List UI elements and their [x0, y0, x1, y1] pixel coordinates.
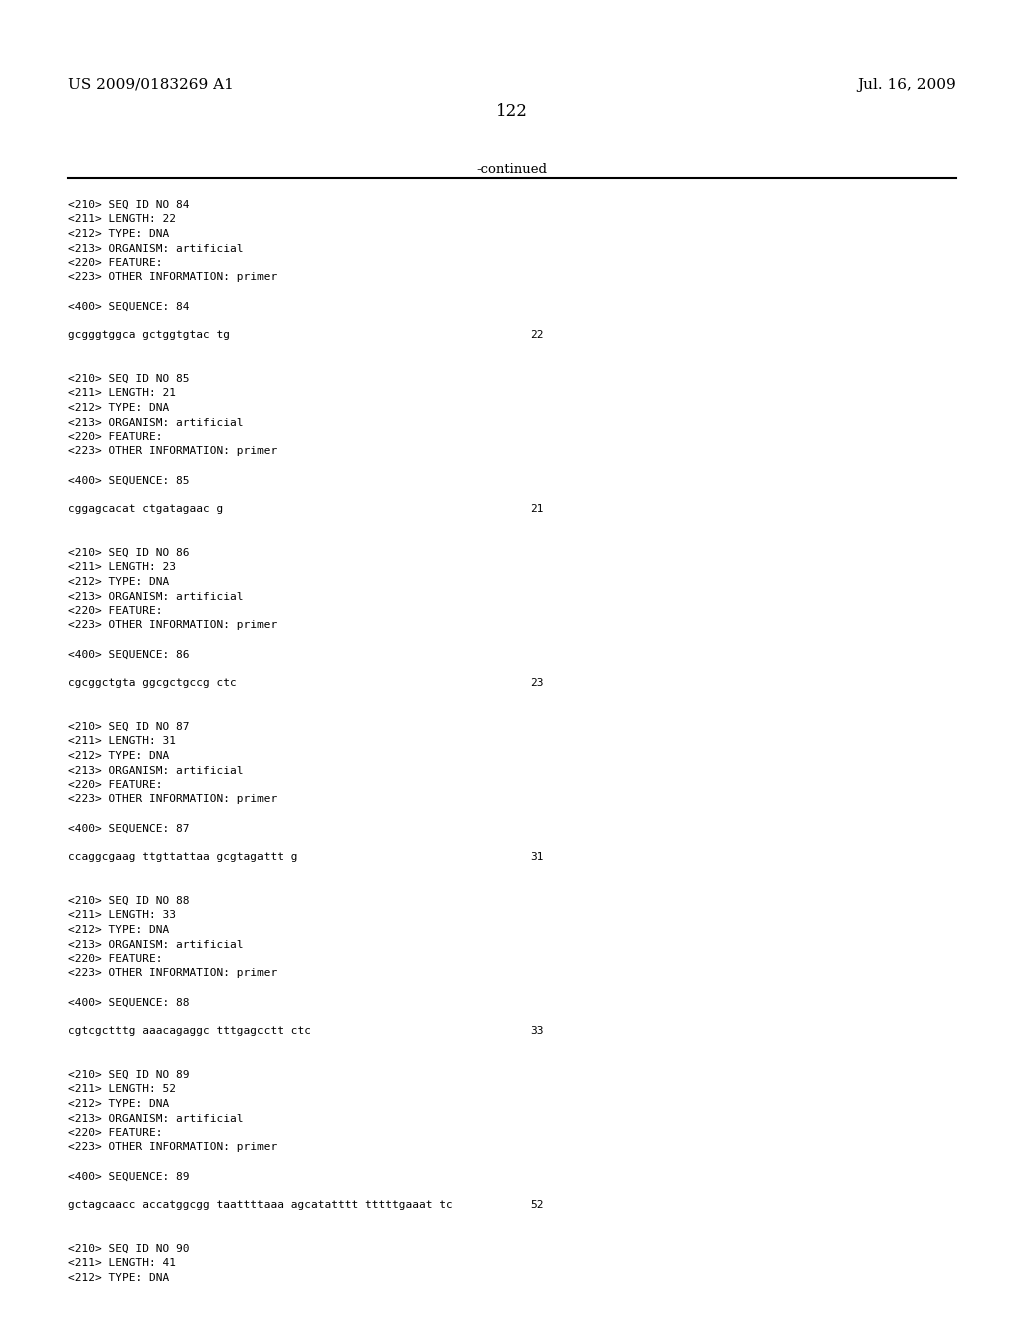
- Text: <400> SEQUENCE: 84: <400> SEQUENCE: 84: [68, 301, 189, 312]
- Text: ccaggcgaag ttgttattaa gcgtagattt g: ccaggcgaag ttgttattaa gcgtagattt g: [68, 853, 298, 862]
- Text: <400> SEQUENCE: 86: <400> SEQUENCE: 86: [68, 649, 189, 660]
- Text: <210> SEQ ID NO 90: <210> SEQ ID NO 90: [68, 1243, 189, 1254]
- Text: <223> OTHER INFORMATION: primer: <223> OTHER INFORMATION: primer: [68, 620, 278, 631]
- Text: <213> ORGANISM: artificial: <213> ORGANISM: artificial: [68, 417, 244, 428]
- Text: <212> TYPE: DNA: <212> TYPE: DNA: [68, 1100, 169, 1109]
- Text: gcgggtggca gctggtgtac tg: gcgggtggca gctggtgtac tg: [68, 330, 230, 341]
- Text: <211> LENGTH: 23: <211> LENGTH: 23: [68, 562, 176, 573]
- Text: cgcggctgta ggcgctgccg ctc: cgcggctgta ggcgctgccg ctc: [68, 678, 237, 689]
- Text: <213> ORGANISM: artificial: <213> ORGANISM: artificial: [68, 940, 244, 949]
- Text: <213> ORGANISM: artificial: <213> ORGANISM: artificial: [68, 766, 244, 776]
- Text: <210> SEQ ID NO 88: <210> SEQ ID NO 88: [68, 896, 189, 906]
- Text: <210> SEQ ID NO 86: <210> SEQ ID NO 86: [68, 548, 189, 558]
- Text: <211> LENGTH: 22: <211> LENGTH: 22: [68, 214, 176, 224]
- Text: 122: 122: [496, 103, 528, 120]
- Text: US 2009/0183269 A1: US 2009/0183269 A1: [68, 78, 233, 92]
- Text: <220> FEATURE:: <220> FEATURE:: [68, 257, 163, 268]
- Text: <211> LENGTH: 52: <211> LENGTH: 52: [68, 1085, 176, 1094]
- Text: <211> LENGTH: 41: <211> LENGTH: 41: [68, 1258, 176, 1269]
- Text: <223> OTHER INFORMATION: primer: <223> OTHER INFORMATION: primer: [68, 1143, 278, 1152]
- Text: <220> FEATURE:: <220> FEATURE:: [68, 606, 163, 616]
- Text: <213> ORGANISM: artificial: <213> ORGANISM: artificial: [68, 591, 244, 602]
- Text: <211> LENGTH: 33: <211> LENGTH: 33: [68, 911, 176, 920]
- Text: gctagcaacc accatggcgg taattttaaa agcatatttt tttttgaaat tc: gctagcaacc accatggcgg taattttaaa agcatat…: [68, 1200, 453, 1210]
- Text: <210> SEQ ID NO 84: <210> SEQ ID NO 84: [68, 201, 189, 210]
- Text: <212> TYPE: DNA: <212> TYPE: DNA: [68, 228, 169, 239]
- Text: <223> OTHER INFORMATION: primer: <223> OTHER INFORMATION: primer: [68, 795, 278, 804]
- Text: <212> TYPE: DNA: <212> TYPE: DNA: [68, 403, 169, 413]
- Text: <220> FEATURE:: <220> FEATURE:: [68, 780, 163, 789]
- Text: <211> LENGTH: 31: <211> LENGTH: 31: [68, 737, 176, 747]
- Text: <220> FEATURE:: <220> FEATURE:: [68, 1129, 163, 1138]
- Text: <210> SEQ ID NO 85: <210> SEQ ID NO 85: [68, 374, 189, 384]
- Text: <400> SEQUENCE: 87: <400> SEQUENCE: 87: [68, 824, 189, 833]
- Text: cggagcacat ctgatagaac g: cggagcacat ctgatagaac g: [68, 504, 223, 515]
- Text: <211> LENGTH: 21: <211> LENGTH: 21: [68, 388, 176, 399]
- Text: <210> SEQ ID NO 87: <210> SEQ ID NO 87: [68, 722, 189, 733]
- Text: <212> TYPE: DNA: <212> TYPE: DNA: [68, 751, 169, 762]
- Text: 23: 23: [530, 678, 544, 689]
- Text: cgtcgctttg aaacagaggc tttgagcctt ctc: cgtcgctttg aaacagaggc tttgagcctt ctc: [68, 1027, 311, 1036]
- Text: 22: 22: [530, 330, 544, 341]
- Text: <220> FEATURE:: <220> FEATURE:: [68, 432, 163, 442]
- Text: 33: 33: [530, 1027, 544, 1036]
- Text: <223> OTHER INFORMATION: primer: <223> OTHER INFORMATION: primer: [68, 272, 278, 282]
- Text: <210> SEQ ID NO 89: <210> SEQ ID NO 89: [68, 1071, 189, 1080]
- Text: <223> OTHER INFORMATION: primer: <223> OTHER INFORMATION: primer: [68, 446, 278, 457]
- Text: <213> ORGANISM: artificial: <213> ORGANISM: artificial: [68, 1114, 244, 1123]
- Text: <400> SEQUENCE: 88: <400> SEQUENCE: 88: [68, 998, 189, 1007]
- Text: <212> TYPE: DNA: <212> TYPE: DNA: [68, 925, 169, 935]
- Text: <212> TYPE: DNA: <212> TYPE: DNA: [68, 1272, 169, 1283]
- Text: <223> OTHER INFORMATION: primer: <223> OTHER INFORMATION: primer: [68, 969, 278, 978]
- Text: <220> FEATURE:: <220> FEATURE:: [68, 954, 163, 964]
- Text: <400> SEQUENCE: 85: <400> SEQUENCE: 85: [68, 475, 189, 486]
- Text: Jul. 16, 2009: Jul. 16, 2009: [857, 78, 956, 92]
- Text: -continued: -continued: [476, 162, 548, 176]
- Text: 52: 52: [530, 1200, 544, 1210]
- Text: <400> SEQUENCE: 89: <400> SEQUENCE: 89: [68, 1172, 189, 1181]
- Text: 31: 31: [530, 853, 544, 862]
- Text: <213> ORGANISM: artificial: <213> ORGANISM: artificial: [68, 243, 244, 253]
- Text: 21: 21: [530, 504, 544, 515]
- Text: <212> TYPE: DNA: <212> TYPE: DNA: [68, 577, 169, 587]
